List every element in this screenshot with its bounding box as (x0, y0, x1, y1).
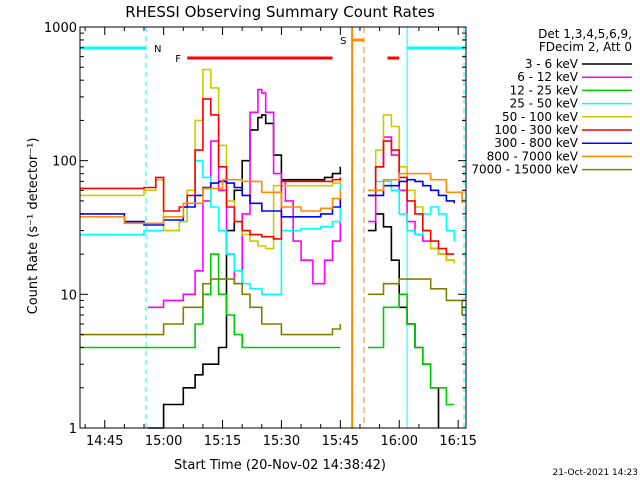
chart-title: RHESSI Observing Summary Count Rates (125, 3, 435, 21)
legend-header-line-2: FDecim 2, Att 0 (539, 40, 632, 54)
legend-label-25-50-kev: 25 - 50 keV (510, 97, 579, 111)
legend-label-12-25-kev: 12 - 25 keV (510, 83, 579, 97)
footer-date: 21-Oct-2021 14:23 (553, 468, 638, 478)
series-800-7000-kev-line (80, 172, 463, 225)
legend-label-100-300-kev: 100 - 300 keV (494, 123, 578, 137)
x-tick-label: 16:00 (381, 434, 418, 449)
legend: Det 1,3,4,5,6,9, FDecim 2, Att 0 3 - 6 k… (471, 27, 632, 177)
legend-label-3-6-kev: 3 - 6 keV (525, 57, 579, 71)
series-25-50-kev-line (80, 159, 455, 296)
y-tick-label: 100 (52, 155, 77, 170)
x-tick-label: 15:30 (263, 434, 300, 449)
series-7000-15000-kev-line (80, 278, 463, 336)
y-axis-label: Count Rate (s⁻¹ detector⁻¹) (26, 138, 41, 315)
legend-header-line-1: Det 1,3,4,5,6,9, (538, 27, 632, 41)
x-tick-label: 14:45 (86, 434, 123, 449)
series-100-300-kev-line (80, 98, 455, 255)
saa-label: S (340, 36, 346, 47)
x-tick-label: 15:45 (322, 434, 359, 449)
legend-label-300-800-kev: 300 - 800 keV (494, 136, 578, 150)
legend-label-6-12-kev: 6 - 12 keV (517, 70, 579, 84)
series-3-6-kev-line (147, 114, 440, 429)
legend-label-7000-15000-kev: 7000 - 15000 keV (471, 163, 578, 177)
legend-label-50-100-kev: 50 - 100 keV (502, 110, 579, 124)
x-axis: 14:45 15:00 15:15 15:30 15:45 16:00 16:15 (84, 27, 477, 449)
y-tick-label: 10 (60, 288, 77, 303)
series-layer (80, 68, 463, 429)
y-tick-label: 1000 (44, 21, 77, 36)
series-300-800-kev-line (80, 178, 455, 226)
y-axis: 1 10 100 1000 (44, 21, 466, 437)
x-tick-label: 15:15 (204, 434, 241, 449)
night-label: N (154, 44, 161, 55)
plot-frame (79, 26, 467, 429)
y-tick-label: 1 (69, 422, 77, 437)
legend-label-800-7000-kev: 800 - 7000 keV (487, 149, 579, 163)
series-6-12-kev-line (147, 88, 455, 309)
x-tick-label: 15:00 (145, 434, 182, 449)
x-axis-label: Start Time (20-Nov-02 14:38:42) (174, 458, 386, 473)
x-tick-label: 16:15 (439, 434, 476, 449)
flare-label: F (175, 54, 181, 65)
series-12-25-kev-line (80, 253, 455, 406)
